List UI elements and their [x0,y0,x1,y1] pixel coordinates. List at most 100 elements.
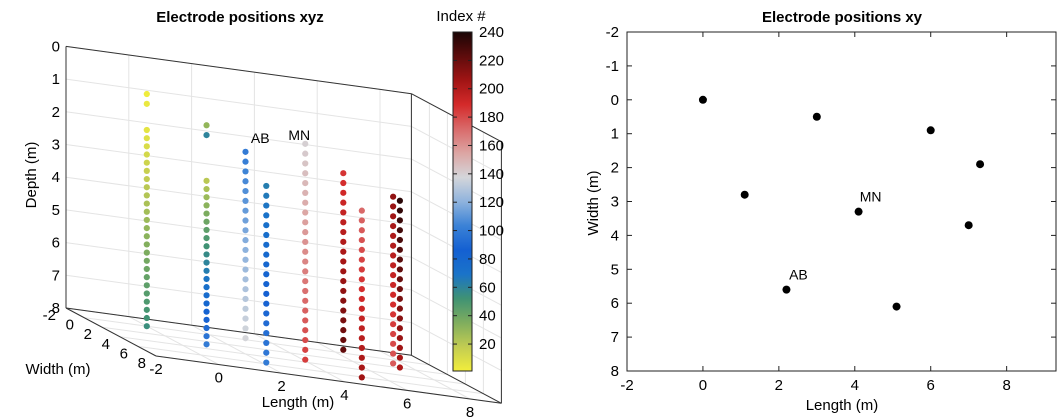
electrode-point [340,238,347,245]
gridline [65,144,412,193]
electrode-point [263,261,270,268]
electrode-point [143,282,150,289]
electrode-point [358,344,365,352]
gridline [65,274,412,324]
colorbar-tick-label: 100 [479,223,504,240]
electrode-point [340,268,347,275]
electrode-point [143,233,150,240]
gridline [65,78,412,127]
colorbar: Index # 20 40 60 80 100 120 140 160 180 200 220 240 [436,8,504,372]
electrode-point [203,122,210,129]
chart-3d: Electrode positions xyz Depth (m) Width … [23,9,502,418]
y-tick-label: 8 [138,355,146,372]
electrode-point [358,354,365,361]
electrode-point [242,168,249,175]
electrode-point [242,325,249,332]
electrode-point [302,229,309,236]
electrode-point [302,336,309,344]
electrode-point [263,182,270,190]
electrode-point [302,297,309,304]
electrode-point [396,227,403,234]
x-tick-label: 0 [699,377,707,394]
electrode-point [143,225,150,232]
electrode-point [242,256,249,263]
electrode-point [302,346,309,353]
electrode-point [396,325,403,332]
gridline [128,316,220,366]
x-tick-label: -2 [620,377,633,394]
electrode-point [390,330,397,338]
electrode-point [390,360,397,367]
electrode-point [143,249,150,256]
x-tick-label: 4 [340,387,348,404]
electrode-point [396,354,403,361]
electrode-point [396,207,403,214]
electrode-point [263,241,270,248]
y-tick-label: 5 [611,261,619,278]
borehole [302,140,309,363]
electrode-point [203,300,210,307]
box-edge [411,354,502,404]
chart-3d-title: Electrode positions xyz [156,9,324,26]
electrode-point [242,266,249,273]
electrode-point [340,228,347,236]
gridline [65,176,412,225]
chart-2d-xlabel: Length (m) [806,397,879,414]
annotation-label: AB [251,130,270,146]
chart-3d-zlabel: Depth (m) [23,142,40,209]
electrode-point [143,175,150,183]
electrode-point [358,364,365,371]
electrode-point [143,314,150,322]
borehole [242,148,249,342]
electrode-point [302,317,309,324]
x-tick-label: 2 [775,377,783,394]
electrode-point [203,284,210,291]
electrode-point [340,317,347,324]
borehole [358,207,365,381]
x-tick-label: 0 [215,370,223,387]
electrode-point [302,356,309,363]
electrode-point [358,335,365,342]
y-tick-label: 4 [611,227,619,244]
electrode-point [358,286,365,293]
colorbar-tick-label: 80 [479,251,496,268]
x-tick-label: 2 [277,378,285,395]
electrode-point [340,179,347,187]
colorbar-bar [452,31,473,372]
x-tick-label: -2 [149,361,162,378]
borehole [390,193,397,367]
electrode-point [396,197,403,204]
electrode-point [203,308,210,315]
electrode-point [358,236,365,244]
electrode-point [203,292,210,299]
z-tick-label: 5 [52,202,60,219]
electrode-point [203,177,210,184]
colorbar-tick-label: 60 [479,279,496,296]
electrode-point [242,207,249,214]
box-edge [65,45,412,95]
y-tick-label: 7 [611,329,619,346]
colorbar-tick-label: 200 [479,81,504,98]
electrode-point [302,278,309,285]
electrode-point [340,336,347,344]
y-tick-label: 4 [102,336,110,353]
electrode-point [242,335,249,342]
electrode-point [396,246,403,253]
electrode-point [203,218,210,225]
electrode-point [302,219,309,226]
electrode-point [340,170,347,177]
colorbar-tick-label: 220 [479,52,504,69]
x-tick-label: 6 [403,395,411,412]
electrode-point [143,298,150,305]
gridline [65,111,412,160]
electrode-point [390,350,397,357]
electrode-point [358,217,365,224]
colorbar-tick-label: 40 [479,308,496,325]
annotation-label: MN [860,189,882,205]
annotation-label: MN [288,127,310,143]
electrode-point [340,327,347,334]
borehole [340,170,347,353]
z-tick-label: 3 [52,137,60,154]
chart-3d-ylabel: Width (m) [26,361,91,378]
z-tick-label: 4 [52,169,60,186]
